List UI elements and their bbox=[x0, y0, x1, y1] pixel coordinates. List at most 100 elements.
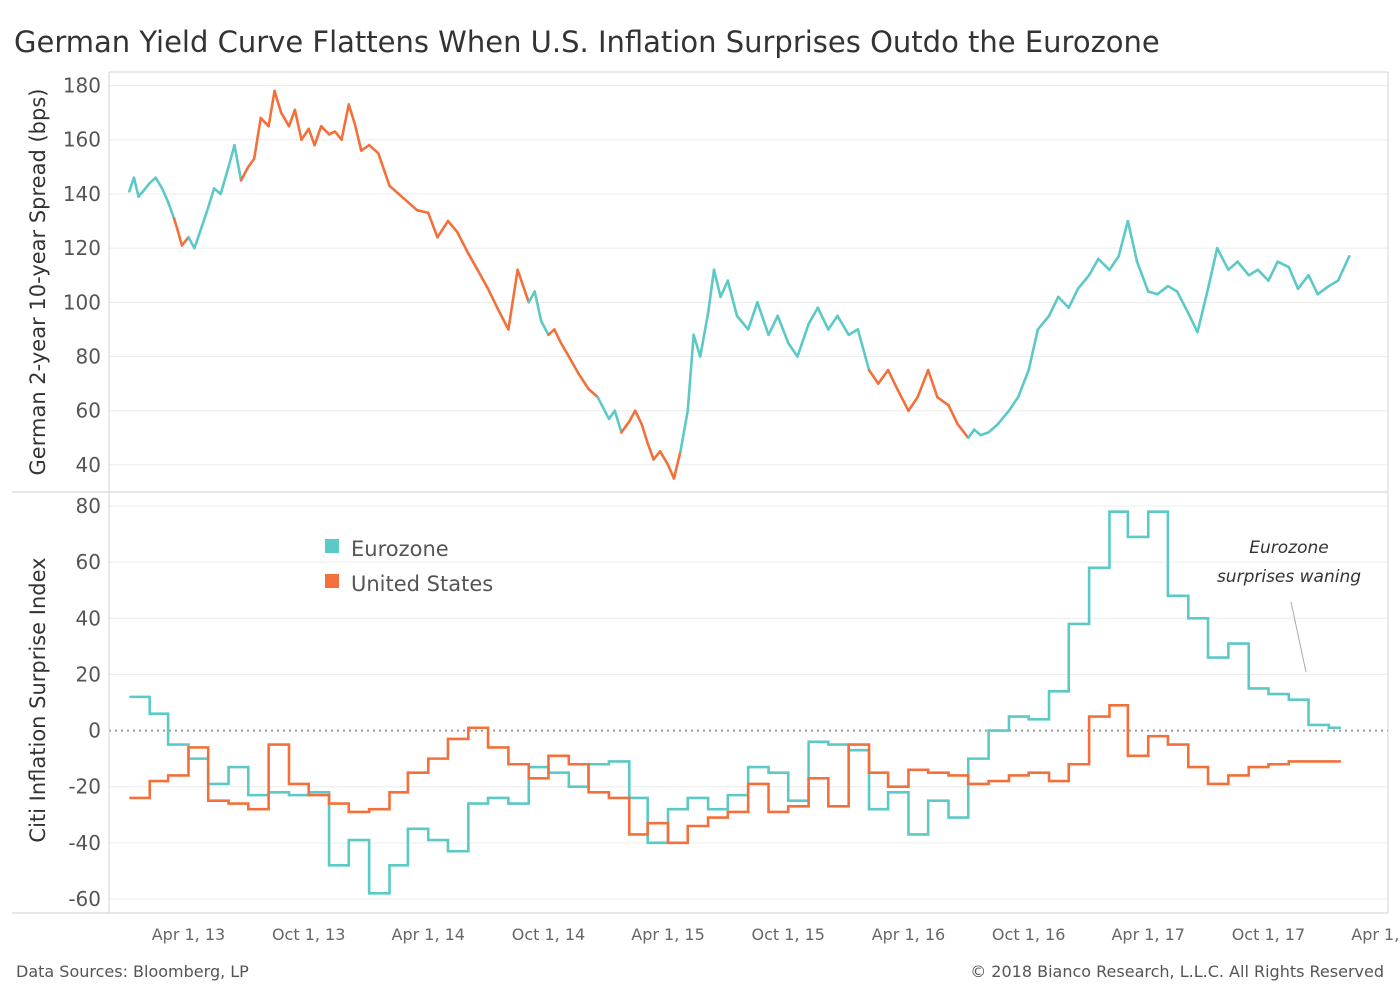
spread-line-segment bbox=[467, 252, 479, 272]
spread-line-segment bbox=[239, 165, 250, 182]
spread-line-segment bbox=[436, 219, 450, 239]
spread-line-segment bbox=[587, 387, 600, 399]
spread-line-segment bbox=[527, 290, 536, 304]
spread-line-segment bbox=[966, 428, 976, 440]
spread-line-segment bbox=[132, 176, 140, 198]
spread-line-segment bbox=[666, 463, 676, 480]
spread-line-segment bbox=[333, 130, 343, 142]
x-tick-label: Oct 1, 16 bbox=[992, 925, 1065, 944]
y-tick-label: 20 bbox=[76, 662, 101, 686]
spread-line-segment bbox=[620, 420, 631, 434]
spread-line-segment bbox=[1047, 295, 1060, 318]
annotation: Eurozone surprises waning bbox=[1217, 538, 1361, 673]
annotation-line-2: surprises waning bbox=[1217, 567, 1361, 587]
spread-line-segment bbox=[686, 333, 695, 413]
spread-line-segment bbox=[1067, 287, 1080, 310]
spread-line-segment bbox=[796, 322, 810, 358]
spread-line-segment bbox=[746, 301, 759, 331]
spread-line-segment bbox=[148, 176, 157, 185]
spread-line-segment bbox=[886, 368, 899, 391]
spread-line-segment bbox=[786, 341, 799, 358]
spread-line-segment bbox=[972, 428, 983, 437]
y-tick-label: 60 bbox=[76, 550, 101, 574]
spread-line-segment bbox=[692, 333, 702, 358]
spread-line-segment bbox=[658, 450, 670, 467]
surprise-panel: -60 -40 -20 0 20 40 60 80 Citi Inflation Surpri… bbox=[26, 494, 1388, 911]
spread-line-segment bbox=[206, 187, 216, 209]
surprise-y-axis-label: Citi Inflation Surprise Index bbox=[26, 557, 50, 842]
spread-line-segment bbox=[287, 108, 297, 128]
spread-line-segment bbox=[726, 279, 739, 318]
spread-line-segment bbox=[735, 314, 750, 331]
spread-line-segment bbox=[719, 279, 730, 299]
spread-line-segment bbox=[847, 328, 860, 337]
spread-line-segment bbox=[1287, 265, 1300, 291]
surprise-y-ticks: -60 -40 -20 0 20 40 60 80 bbox=[68, 494, 101, 911]
spread-line-segment bbox=[1247, 268, 1260, 277]
y-tick-label: 160 bbox=[63, 128, 101, 152]
eurozone-series-line bbox=[129, 510, 1341, 895]
spread-line-segment bbox=[1027, 328, 1040, 372]
spread-line-segment bbox=[219, 165, 230, 196]
spread-line-segment bbox=[640, 422, 649, 445]
spread-line-segment bbox=[141, 181, 152, 193]
spread-line-segment bbox=[646, 441, 655, 461]
spread-line-segment bbox=[180, 235, 190, 247]
spread-line-segment bbox=[187, 235, 196, 250]
legend: Eurozone United States bbox=[325, 537, 493, 596]
spread-line-segment bbox=[1036, 314, 1051, 331]
x-tick-label: Apr 1, 17 bbox=[1111, 925, 1184, 944]
spread-line-segment bbox=[507, 268, 519, 331]
spread-line-segment bbox=[252, 116, 263, 161]
x-tick-label: Oct 1, 17 bbox=[1232, 925, 1305, 944]
x-tick-label: Oct 1, 15 bbox=[752, 925, 825, 944]
spread-line bbox=[128, 89, 1351, 480]
spread-line-segment bbox=[446, 219, 459, 234]
y-tick-label: 120 bbox=[63, 236, 101, 260]
spread-line-segment bbox=[1206, 246, 1219, 291]
spread-line-segment bbox=[827, 314, 839, 331]
annotation-leader-line bbox=[1290, 601, 1307, 673]
spread-line-segment bbox=[199, 206, 210, 231]
spread-line-segment bbox=[1166, 284, 1179, 293]
legend-eurozone-swatch bbox=[325, 539, 339, 553]
spread-line-segment bbox=[756, 301, 770, 337]
y-tick-label: -20 bbox=[68, 775, 101, 799]
spread-line-segment bbox=[166, 200, 176, 220]
spread-line-segment bbox=[415, 208, 430, 215]
spread-line-segment bbox=[397, 192, 410, 204]
spread-line-segment bbox=[1307, 273, 1320, 296]
spread-line-segment bbox=[1135, 260, 1150, 293]
spread-line-segment bbox=[212, 187, 222, 196]
spread-line-segment bbox=[300, 127, 311, 142]
spread-line-segment bbox=[246, 157, 256, 169]
plot-frame bbox=[12, 71, 1389, 914]
spread-line-segment bbox=[979, 431, 990, 437]
spread-line-segment bbox=[627, 409, 637, 423]
y-tick-label: -40 bbox=[68, 831, 101, 855]
spread-line-segment bbox=[776, 314, 790, 345]
spread-line-segment bbox=[1146, 290, 1159, 296]
surprise-lines bbox=[129, 510, 1341, 895]
spread-line-segment bbox=[172, 217, 179, 231]
spread-line-segment bbox=[259, 116, 270, 128]
spread-line-segment bbox=[347, 103, 356, 125]
spread-line-segment bbox=[359, 143, 371, 152]
spread-line-segment bbox=[267, 89, 276, 128]
spread-line-segment bbox=[495, 306, 510, 331]
y-tick-label: 180 bbox=[63, 74, 101, 98]
spread-line-segment bbox=[613, 409, 623, 434]
spread-line-segment bbox=[1215, 246, 1230, 272]
x-tick-label: Apr 1, 13 bbox=[152, 925, 225, 944]
spread-line-segment bbox=[1327, 279, 1340, 288]
spread-line-segment bbox=[1076, 273, 1091, 291]
spread-line-segment bbox=[455, 230, 470, 255]
spread-line-segment bbox=[1108, 254, 1120, 272]
y-tick-label: 40 bbox=[76, 453, 101, 477]
spread-line-segment bbox=[559, 341, 571, 358]
spread-line-segment bbox=[533, 290, 543, 323]
spread-line-segment bbox=[807, 306, 820, 326]
spread-line-segment bbox=[353, 122, 363, 152]
spread-panel: 40 60 80 100 120 140 160 180 German 2-year 10-y… bbox=[26, 74, 1388, 480]
spread-line-segment bbox=[1007, 395, 1020, 413]
